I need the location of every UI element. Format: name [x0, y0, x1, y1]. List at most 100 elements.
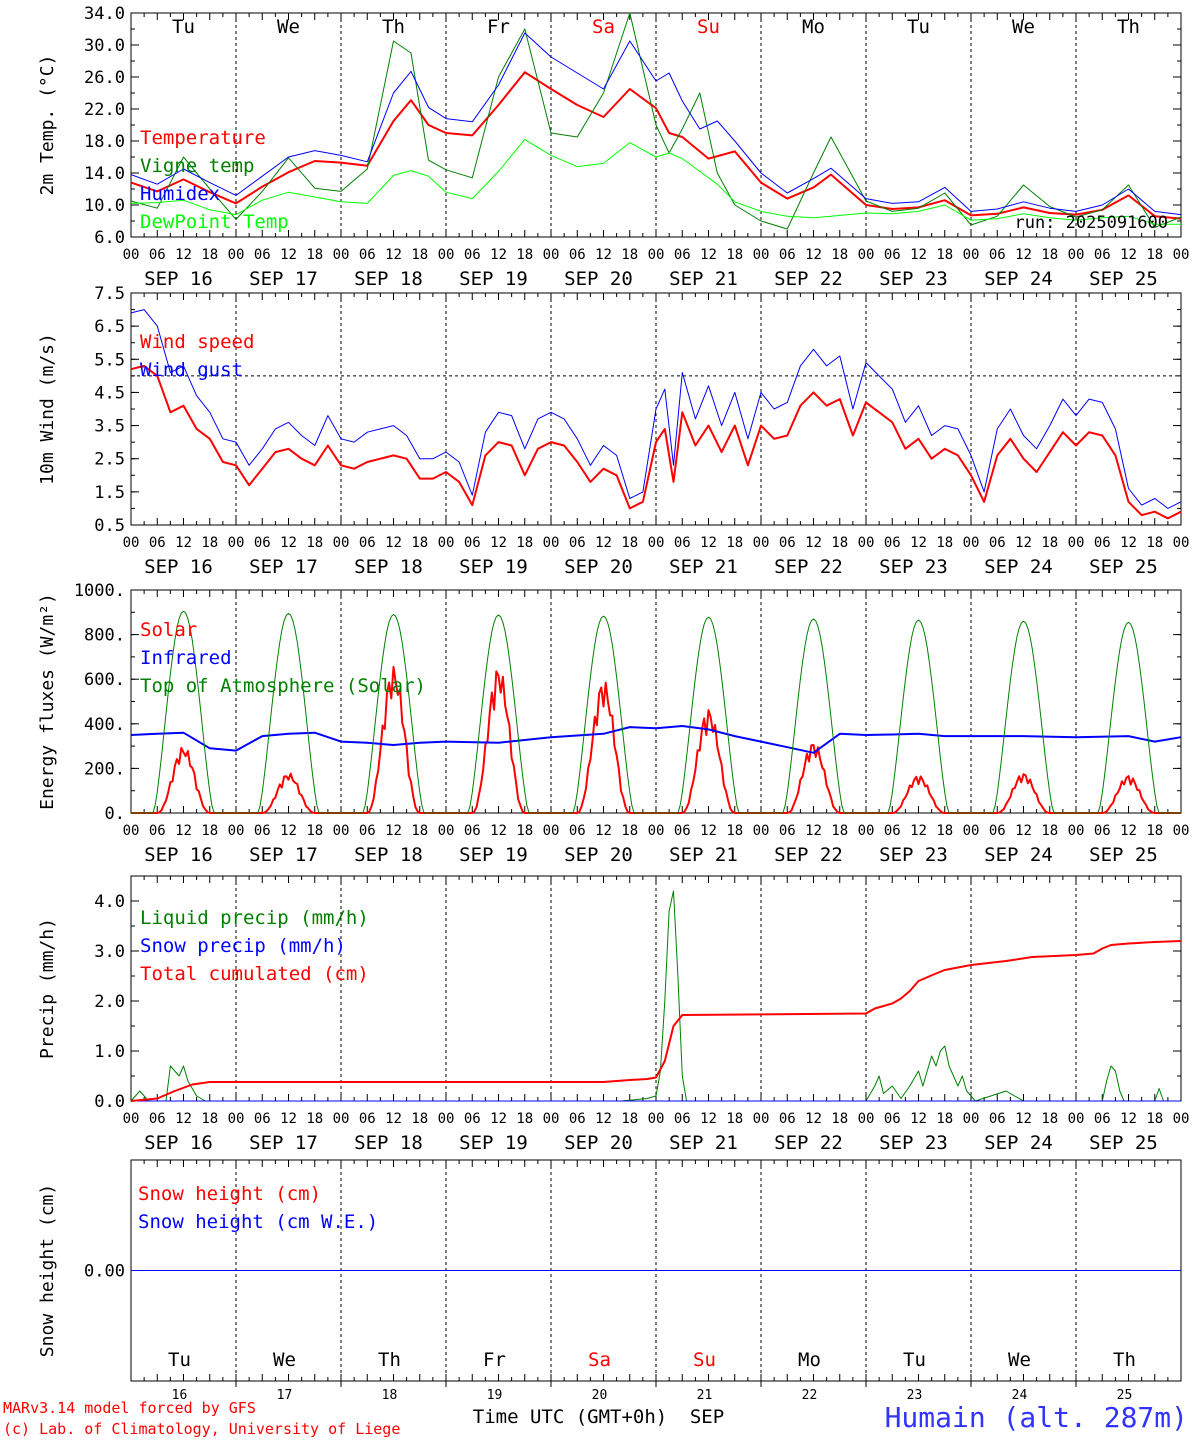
panel-precip: 0.0 1.0 2.0 3.0 4.0 Precip (mm/h) Liquid preci…: [37, 875, 1189, 1154]
hour-label: 18: [621, 247, 638, 263]
date-label: SEP 21: [669, 1132, 738, 1154]
hour-label: 12: [280, 535, 297, 551]
y-tick-label: 4.5: [94, 383, 125, 403]
hour-label: 06: [359, 1111, 376, 1127]
hour-label: 00: [543, 823, 560, 839]
energy-series-1: [130, 725, 1182, 754]
hour-label: 06: [884, 247, 901, 263]
y-tick-label: 0.00: [84, 1262, 125, 1282]
run-label: run: 2025091600: [1014, 213, 1168, 233]
y-tick-label: 800.: [84, 626, 125, 646]
hour-label: 12: [805, 1111, 822, 1127]
energy-legend-2: Top of Atmosphere (Solar): [140, 675, 426, 697]
hour-label: 12: [805, 535, 822, 551]
hour-label: 00: [963, 247, 980, 263]
hour-label: 00: [753, 535, 770, 551]
hour-label: 12: [1015, 247, 1032, 263]
hour-label: 06: [989, 823, 1006, 839]
lab-credit: (c) Lab. of Climatology, University of L…: [3, 1420, 400, 1438]
weekday-label: Tu: [168, 1349, 191, 1371]
hour-label: 06: [674, 823, 691, 839]
hour-label: 00: [858, 823, 875, 839]
hour-label: 18: [1146, 823, 1163, 839]
hour-label: 12: [490, 535, 507, 551]
date-label: SEP 24: [984, 844, 1053, 866]
hour-label: 18: [306, 247, 323, 263]
y-tick-label: 7.5: [94, 284, 125, 304]
hour-label: 12: [1120, 823, 1137, 839]
date-label: SEP 23: [879, 1132, 948, 1154]
date-label: SEP 20: [564, 844, 633, 866]
hour-label: 06: [464, 535, 481, 551]
y-tick-label: 14.0: [84, 164, 125, 184]
wind-series-0: [130, 364, 1182, 520]
hour-label: 12: [1120, 1111, 1137, 1127]
hour-label: 00: [333, 1111, 350, 1127]
weekday-label: Th: [378, 1349, 401, 1371]
hour-label: 12: [700, 1111, 717, 1127]
hour-label: 00: [753, 1111, 770, 1127]
y-tick-label: 1.0: [94, 1042, 125, 1062]
hour-label: 00: [123, 823, 140, 839]
hour-label: 00: [543, 247, 560, 263]
weekday-label: Fr: [483, 1349, 506, 1371]
hour-label: 00: [438, 1111, 455, 1127]
weekday-label: Tu: [907, 16, 930, 38]
temperature-series-1: [130, 12, 1182, 230]
hour-label: 12: [175, 247, 192, 263]
hour-label: 06: [254, 823, 271, 839]
hour-label: 18: [201, 823, 218, 839]
hour-label: 06: [989, 535, 1006, 551]
hour-label: 06: [359, 247, 376, 263]
day-number-label: 19: [487, 1388, 503, 1403]
date-label: SEP 18: [354, 1132, 423, 1154]
y-tick-label: 4.0: [94, 892, 125, 912]
panels: 6.0 10.0 14.0 18.0 22.0 26.0 30.0 34.0 2m Temp. …: [37, 4, 1189, 1403]
hour-label: 06: [1094, 247, 1111, 263]
hour-label: 06: [1094, 1111, 1111, 1127]
weekday-label: Mo: [802, 16, 825, 38]
hour-label: 06: [464, 247, 481, 263]
y-tick-label: 18.0: [84, 132, 125, 152]
hour-label: 18: [1146, 247, 1163, 263]
weekday-label: Tu: [172, 16, 195, 38]
date-label: SEP 24: [984, 268, 1053, 290]
y-tick-label: 3.5: [94, 417, 125, 437]
weekday-label: Sa: [588, 1349, 611, 1371]
hour-label: 12: [700, 823, 717, 839]
hour-label: 06: [1094, 823, 1111, 839]
date-label: SEP 22: [774, 844, 843, 866]
hour-label: 06: [464, 1111, 481, 1127]
date-label: SEP 16: [144, 844, 213, 866]
hour-label: 00: [1173, 823, 1190, 839]
date-label: SEP 16: [144, 268, 213, 290]
station-name: Humain (alt. 287m): [885, 1401, 1188, 1434]
y-tick-label: 0.0: [94, 1092, 125, 1112]
hour-label: 12: [175, 535, 192, 551]
hour-label: 00: [648, 1111, 665, 1127]
time-axis-label: Time UTC (GMT+0h): [473, 1406, 667, 1428]
hour-label: 12: [280, 247, 297, 263]
hour-label: 06: [989, 247, 1006, 263]
y-tick-label: 2.0: [94, 992, 125, 1012]
hour-label: 12: [1015, 1111, 1032, 1127]
hour-label: 00: [333, 247, 350, 263]
hour-label: 12: [280, 823, 297, 839]
hour-label: 12: [490, 1111, 507, 1127]
hour-label: 06: [149, 247, 166, 263]
energy-legend-1: Infrared: [140, 647, 232, 669]
y-tick-label: 10.0: [84, 196, 125, 216]
model-credit: MARv3.14 model forced by GFS: [3, 1399, 256, 1417]
hour-label: 12: [805, 247, 822, 263]
precip-legend-2: Total cumulated (cm): [140, 963, 369, 985]
hour-label: 12: [490, 247, 507, 263]
snow-ylabel: Snow height (cm): [37, 1184, 58, 1357]
hour-label: 18: [831, 247, 848, 263]
hour-label: 12: [910, 1111, 927, 1127]
hour-label: 06: [149, 1111, 166, 1127]
hour-label: 00: [963, 823, 980, 839]
hour-label: 00: [1068, 535, 1085, 551]
y-tick-label: 1.5: [94, 483, 125, 503]
weekday-label: We: [1008, 1349, 1031, 1371]
hour-label: 12: [385, 535, 402, 551]
